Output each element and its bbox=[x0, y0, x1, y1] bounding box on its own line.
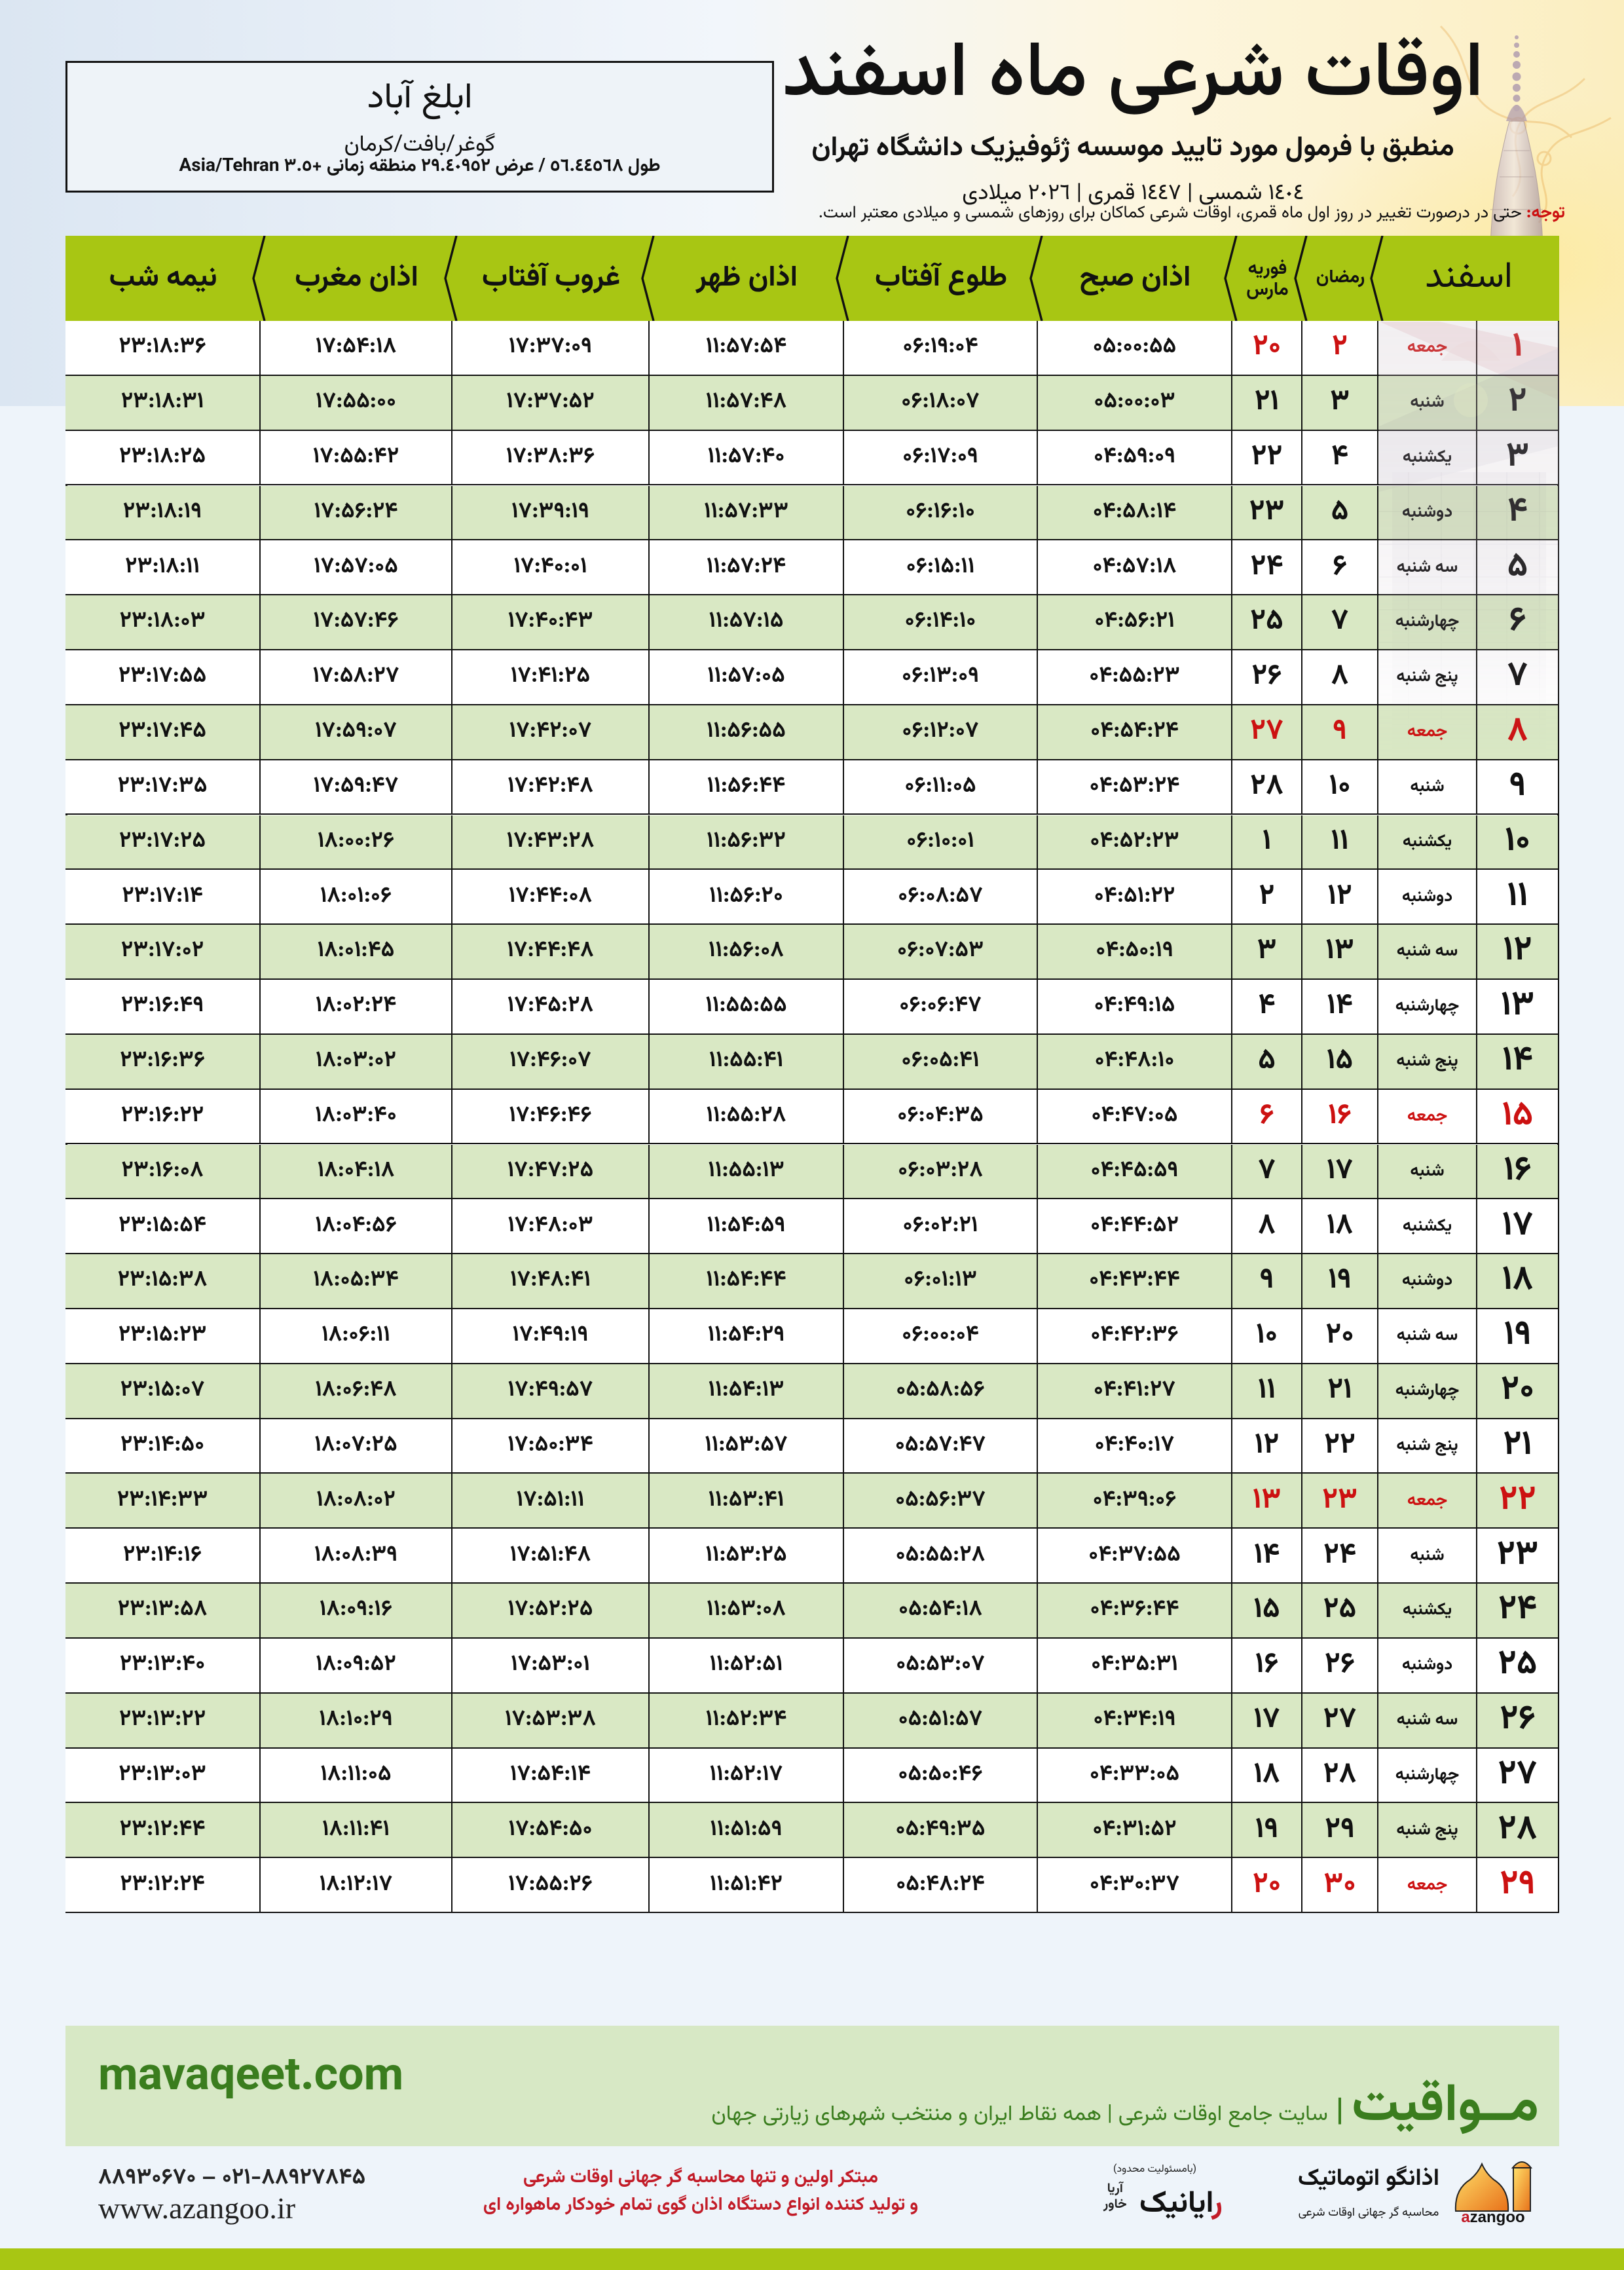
svg-text:azangoo: azangoo bbox=[1461, 2208, 1524, 2225]
